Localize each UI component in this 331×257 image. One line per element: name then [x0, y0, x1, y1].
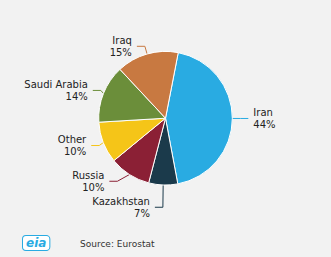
- svg-text:Russia: Russia: [72, 170, 104, 181]
- svg-text:eia: eia: [26, 236, 46, 250]
- svg-text:Source: Eurostat: Source: Eurostat: [80, 239, 155, 249]
- svg-text:Kazakhstan: Kazakhstan: [92, 196, 150, 207]
- svg-text:10%: 10%: [64, 146, 86, 157]
- svg-text:44%: 44%: [253, 119, 275, 130]
- svg-text:Saudi Arabia: Saudi Arabia: [24, 79, 87, 90]
- svg-text:Other: Other: [58, 134, 87, 145]
- svg-text:14%: 14%: [66, 91, 88, 102]
- svg-text:Iraq: Iraq: [112, 35, 132, 46]
- svg-text:15%: 15%: [110, 47, 132, 58]
- svg-text:7%: 7%: [134, 208, 150, 219]
- svg-text:Iran: Iran: [253, 107, 273, 118]
- svg-text:10%: 10%: [82, 182, 104, 193]
